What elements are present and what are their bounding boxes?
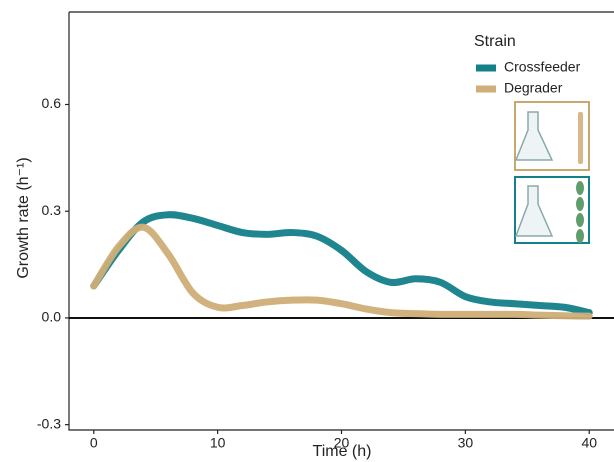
legend-title: Strain [474,33,516,50]
axis-frame [68,12,614,431]
y-tick-label: -0.3 [37,415,61,431]
y-tick-label: 0.0 [42,309,62,325]
inset-crossfeeder [514,176,590,244]
series-line [90,211,593,317]
y-tick-label: 0.6 [42,95,62,111]
x-axis-label: Time (h) [313,443,372,460]
x-tick-label: 40 [581,435,597,451]
x-tick-label: 30 [458,435,474,451]
y-axis-label: Growth rate (h⁻¹) [15,157,32,278]
x-tick-label: 0 [90,435,98,451]
x-tick-label: 10 [210,435,226,451]
y-tick-label: 0.3 [42,202,62,218]
inset-degrader [514,101,590,171]
legend-label: Degrader [504,80,563,96]
legend-label: Crossfeeder [504,59,581,75]
x-tick-label: 20 [334,435,350,451]
series-line [90,223,593,320]
